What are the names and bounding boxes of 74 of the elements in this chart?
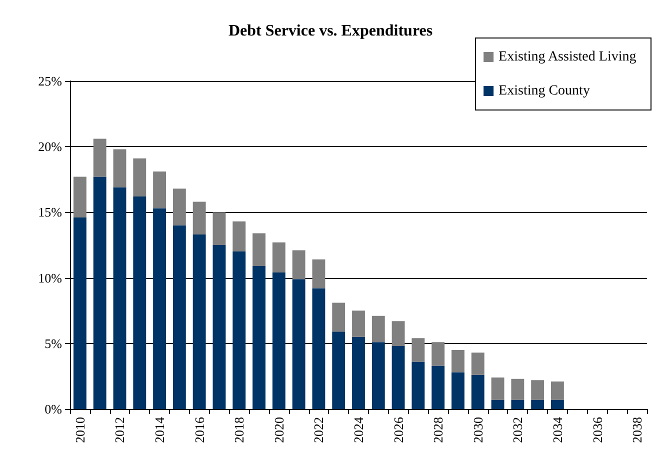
x-tick-label: 2014: [152, 416, 168, 443]
y-tick-label: 15%: [38, 204, 62, 220]
bar: [113, 149, 126, 188]
bar: [192, 234, 206, 409]
bar: [172, 188, 186, 226]
bar: [432, 342, 445, 366]
bar: [212, 245, 226, 409]
bar: [432, 366, 445, 409]
bar: [531, 400, 544, 409]
x-tick-label: 2012: [112, 417, 128, 443]
y-tick-label: 10%: [38, 270, 62, 286]
y-tick-label: 5%: [44, 336, 62, 351]
bar: [153, 208, 166, 409]
bar: [471, 352, 484, 375]
bar: [172, 225, 186, 409]
bar: [412, 338, 425, 362]
bar: [153, 172, 166, 208]
x-tick-label: 2010: [72, 417, 88, 443]
bar: [192, 202, 206, 235]
x-tick-label: 2034: [550, 416, 565, 443]
bar: [73, 217, 86, 409]
bar: [133, 158, 146, 196]
bar: [212, 212, 226, 245]
bar: [292, 279, 306, 409]
bar: [332, 332, 346, 409]
bar: [312, 259, 326, 288]
bar: [113, 187, 126, 409]
x-tick-label: 2016: [192, 416, 207, 443]
bar: [511, 378, 524, 400]
x-tick-label: 2022: [311, 417, 326, 443]
x-tick-label: 2036: [590, 416, 605, 443]
bar: [252, 233, 266, 266]
bar: [392, 321, 405, 346]
bar: [392, 346, 405, 409]
bar: [292, 250, 306, 280]
bar: [332, 302, 346, 332]
legend-label: Existing Assisted Living: [498, 50, 636, 64]
bar: [272, 272, 286, 409]
x-tick-label: 2028: [430, 417, 446, 443]
bar: [372, 316, 385, 342]
bar: [531, 380, 544, 400]
bar: [252, 266, 266, 409]
x-tick-label: 2024: [351, 416, 366, 443]
bar: [452, 350, 464, 372]
y-tick-label: 0%: [44, 402, 62, 416]
bar: [352, 336, 365, 409]
bar: [412, 362, 425, 409]
legend-label: Existing County: [498, 84, 590, 98]
bar: [93, 138, 106, 177]
bar: [232, 221, 246, 252]
y-tick-label: 20%: [38, 139, 62, 154]
x-tick-label: 2018: [232, 417, 247, 443]
x-tick-label: 2020: [271, 417, 286, 443]
bar: [73, 176, 86, 218]
bar: [491, 400, 504, 409]
x-tick-label: 2026: [390, 416, 406, 443]
y-tick-label: 25%: [38, 74, 62, 88]
chart-title: Debt Service vs. Expenditures: [228, 22, 433, 40]
x-tick-label: 2032: [510, 417, 526, 443]
bar: [551, 400, 564, 409]
bar: [452, 372, 464, 409]
bar: [232, 252, 246, 409]
bar: [551, 381, 564, 400]
bar: [511, 400, 524, 409]
bar: [372, 342, 385, 409]
bar: [491, 378, 504, 400]
bar: [133, 196, 146, 409]
x-tick-label: 2030: [470, 417, 486, 443]
bar: [471, 374, 484, 409]
x-tick-label: 2038: [630, 417, 645, 443]
bar: [352, 310, 365, 337]
bar: [272, 242, 286, 273]
bar: [93, 176, 106, 409]
bar: [312, 288, 326, 409]
